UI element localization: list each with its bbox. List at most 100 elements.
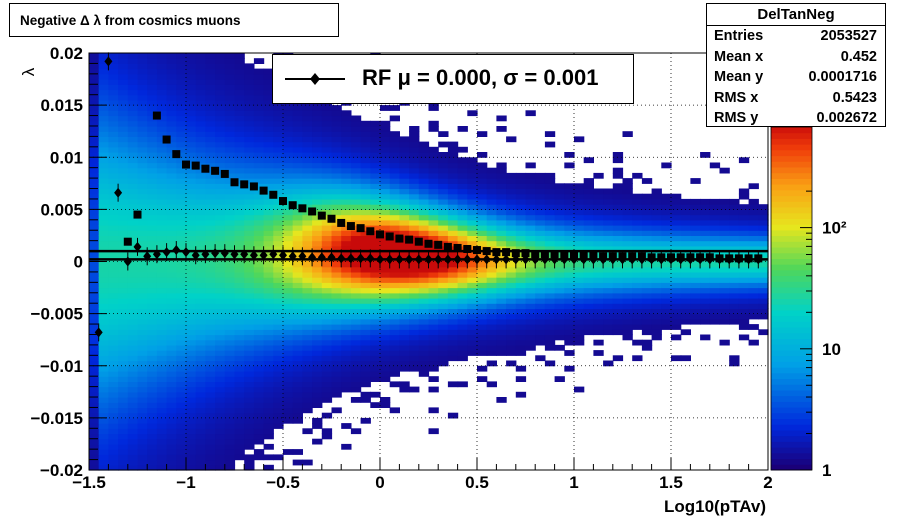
heatmap-cell [399, 318, 410, 325]
heatmap-cell [389, 365, 400, 372]
heatmap-cell [302, 287, 313, 294]
heatmap-cell [544, 287, 556, 294]
heatmap-cell [244, 63, 255, 70]
heatmap-cell [467, 245, 478, 252]
heatmap-cell [89, 63, 100, 70]
heatmap-cell [98, 360, 109, 367]
heatmap-cell [360, 146, 371, 153]
heatmap-cell [331, 344, 342, 351]
heatmap-cell [244, 360, 255, 367]
heatmap-cell [350, 428, 362, 435]
heatmap-cell [360, 214, 371, 221]
heatmap-cell [215, 438, 226, 445]
heatmap-cell [186, 308, 197, 315]
heatmap-cell [525, 193, 536, 200]
heatmap-cell [176, 214, 187, 221]
heatmap-cell [700, 287, 711, 294]
heatmap-cell [457, 271, 468, 278]
heatmap-cell [535, 298, 546, 304]
heatmap-cell [467, 214, 478, 221]
heatmap-cell [244, 204, 255, 210]
heatmap-cell [525, 266, 536, 273]
heatmap-cell [234, 172, 245, 179]
heatmap-cell [263, 412, 274, 419]
heatmap-cell [593, 225, 604, 231]
heatmap-cell [350, 334, 362, 341]
heatmap-cell [321, 282, 333, 289]
heatmap-cell [89, 204, 100, 210]
heatmap-cell [341, 198, 352, 205]
heatmap-cell [147, 63, 158, 70]
y-tick-label: 0 [74, 253, 83, 272]
heatmap-cell [641, 271, 653, 278]
heatmap-cell [147, 204, 158, 210]
heatmap-cell [418, 240, 430, 247]
heatmap-cell [321, 287, 333, 294]
heatmap-cell [360, 344, 371, 351]
heatmap-cell [292, 402, 303, 408]
heatmap-cell [224, 89, 236, 96]
heatmap-cell [661, 261, 672, 268]
heatmap-cell [350, 219, 362, 226]
heatmap-cell [234, 303, 245, 309]
heatmap-cell [409, 261, 420, 268]
diamond-marker [376, 254, 384, 265]
heatmap-cell [389, 308, 400, 315]
heatmap-cell [215, 193, 226, 200]
heatmap-cell [108, 391, 119, 398]
heatmap-cell [224, 282, 236, 289]
heatmap-cell [244, 261, 255, 268]
heatmap-cell [176, 350, 187, 356]
heatmap-cell [321, 371, 333, 377]
heatmap-cell [176, 99, 187, 106]
heatmap-cell [244, 324, 255, 330]
heatmap-cell [603, 209, 614, 216]
heatmap-cell [738, 214, 750, 221]
heatmap-cell [457, 318, 468, 325]
diamond-marker [201, 249, 210, 260]
heatmap-cell [263, 99, 274, 106]
heatmap-cell [292, 162, 303, 169]
heatmap-cell [98, 183, 109, 190]
heatmap-cell [166, 198, 177, 205]
heatmap-cell [244, 417, 255, 424]
heatmap-cell [108, 193, 119, 200]
heatmap-cell [758, 240, 769, 247]
heatmap-cell [506, 360, 517, 367]
heatmap-cell [234, 219, 245, 226]
heatmap-cell [496, 344, 507, 351]
heatmap-cell [224, 449, 236, 455]
heatmap-cell [137, 261, 148, 268]
heatmap-cell [224, 99, 236, 106]
heatmap-cell [156, 136, 168, 143]
heatmap-cell [234, 178, 245, 184]
heatmap-cell [496, 225, 507, 231]
heatmap-cell [166, 308, 177, 315]
heatmap-cell [215, 251, 226, 257]
heatmap-cell [89, 324, 100, 330]
heatmap-cell [98, 282, 109, 289]
heatmap-cell [176, 412, 187, 419]
heatmap-cell [89, 172, 100, 179]
heatmap-cell [127, 402, 139, 408]
heatmap-cell [302, 376, 313, 382]
heatmap-cell [380, 225, 391, 231]
heatmap-cell [253, 188, 265, 195]
heatmap-cell [273, 209, 284, 216]
heatmap-cell [370, 245, 381, 252]
heatmap-cell [302, 152, 313, 158]
heatmap-cell [574, 225, 585, 231]
heatmap-cell [389, 152, 400, 158]
heatmap-cell [370, 251, 381, 257]
heatmap-cell [244, 131, 255, 137]
heatmap-cell [283, 152, 294, 158]
heatmap-cell [89, 412, 100, 419]
heatmap-cell [166, 417, 177, 424]
heatmap-cell [215, 350, 226, 356]
heatmap-cell [651, 193, 662, 200]
heatmap-cell [283, 131, 294, 137]
heatmap-cell [195, 204, 206, 210]
heatmap-cell [409, 167, 420, 174]
heatmap-cell [127, 131, 139, 137]
heatmap-cell [118, 376, 129, 382]
